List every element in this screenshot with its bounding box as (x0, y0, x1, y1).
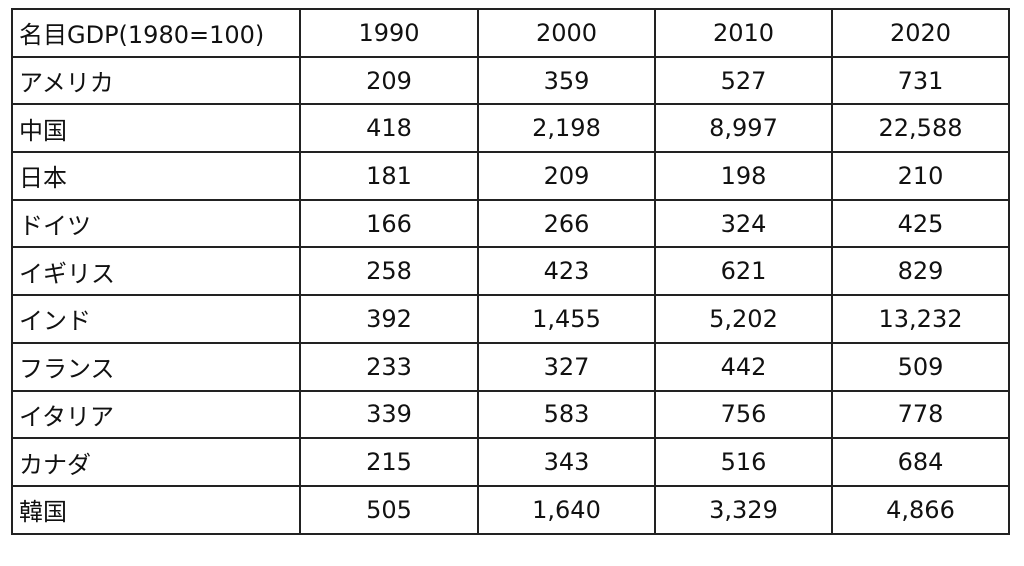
value-cell: 359 (477, 55, 656, 106)
country-cell: フランス (11, 341, 301, 392)
country-cell: インド (11, 294, 301, 344)
value-cell: 209 (299, 55, 479, 106)
value-cell: 198 (654, 151, 833, 201)
value-cell: 5,202 (654, 294, 833, 344)
country-cell: 中国 (11, 103, 301, 154)
value-cell: 583 (477, 389, 656, 440)
value-cell: 22,588 (831, 103, 1010, 154)
table-row: アメリカ 209 359 527 731 (11, 55, 1010, 106)
value-cell: 392 (299, 294, 479, 344)
value-cell: 425 (831, 198, 1010, 249)
table-row: 中国 418 2,198 8,997 22,588 (11, 103, 1010, 154)
value-cell: 418 (299, 103, 479, 154)
value-cell: 3,329 (654, 484, 833, 535)
value-cell: 327 (477, 341, 656, 392)
country-cell: アメリカ (11, 55, 301, 106)
value-cell: 266 (477, 198, 656, 249)
country-cell: イギリス (11, 246, 301, 297)
value-cell: 233 (299, 341, 479, 392)
value-cell: 527 (654, 55, 833, 106)
value-cell: 423 (477, 246, 656, 297)
table-row: イタリア 339 583 756 778 (11, 389, 1010, 440)
gdp-table: 名目GDP(1980=100) 1990 2000 2010 2020 アメリカ… (11, 8, 1010, 535)
table-row: ドイツ 166 266 324 425 (11, 198, 1010, 249)
value-cell: 684 (831, 437, 1010, 487)
value-cell: 516 (654, 437, 833, 487)
table-row: カナダ 215 343 516 684 (11, 437, 1010, 487)
value-cell: 13,232 (831, 294, 1010, 344)
country-cell: 韓国 (11, 484, 301, 535)
value-cell: 4,866 (831, 484, 1010, 535)
value-cell: 343 (477, 437, 656, 487)
value-cell: 2,198 (477, 103, 656, 154)
value-cell: 181 (299, 151, 479, 201)
country-cell: ドイツ (11, 198, 301, 249)
value-cell: 509 (831, 341, 1010, 392)
value-cell: 258 (299, 246, 479, 297)
header-cell-title: 名目GDP(1980=100) (11, 8, 301, 58)
value-cell: 209 (477, 151, 656, 201)
value-cell: 166 (299, 198, 479, 249)
table-row: イギリス 258 423 621 829 (11, 246, 1010, 297)
value-cell: 442 (654, 341, 833, 392)
value-cell: 215 (299, 437, 479, 487)
value-cell: 339 (299, 389, 479, 440)
header-row: 名目GDP(1980=100) 1990 2000 2010 2020 (11, 8, 1010, 58)
header-cell-year: 2010 (654, 8, 833, 58)
header-cell-year: 2000 (477, 8, 656, 58)
value-cell: 1,640 (477, 484, 656, 535)
value-cell: 756 (654, 389, 833, 440)
value-cell: 1,455 (477, 294, 656, 344)
table-row: インド 392 1,455 5,202 13,232 (11, 294, 1010, 344)
value-cell: 778 (831, 389, 1010, 440)
value-cell: 8,997 (654, 103, 833, 154)
country-cell: 日本 (11, 151, 301, 201)
value-cell: 731 (831, 55, 1010, 106)
value-cell: 621 (654, 246, 833, 297)
value-cell: 324 (654, 198, 833, 249)
header-cell-year: 1990 (299, 8, 479, 58)
value-cell: 210 (831, 151, 1010, 201)
country-cell: イタリア (11, 389, 301, 440)
header-cell-year: 2020 (831, 8, 1010, 58)
country-cell: カナダ (11, 437, 301, 487)
table-row: フランス 233 327 442 509 (11, 341, 1010, 392)
value-cell: 829 (831, 246, 1010, 297)
table-row: 日本 181 209 198 210 (11, 151, 1010, 201)
value-cell: 505 (299, 484, 479, 535)
table-row: 韓国 505 1,640 3,329 4,866 (11, 484, 1010, 535)
